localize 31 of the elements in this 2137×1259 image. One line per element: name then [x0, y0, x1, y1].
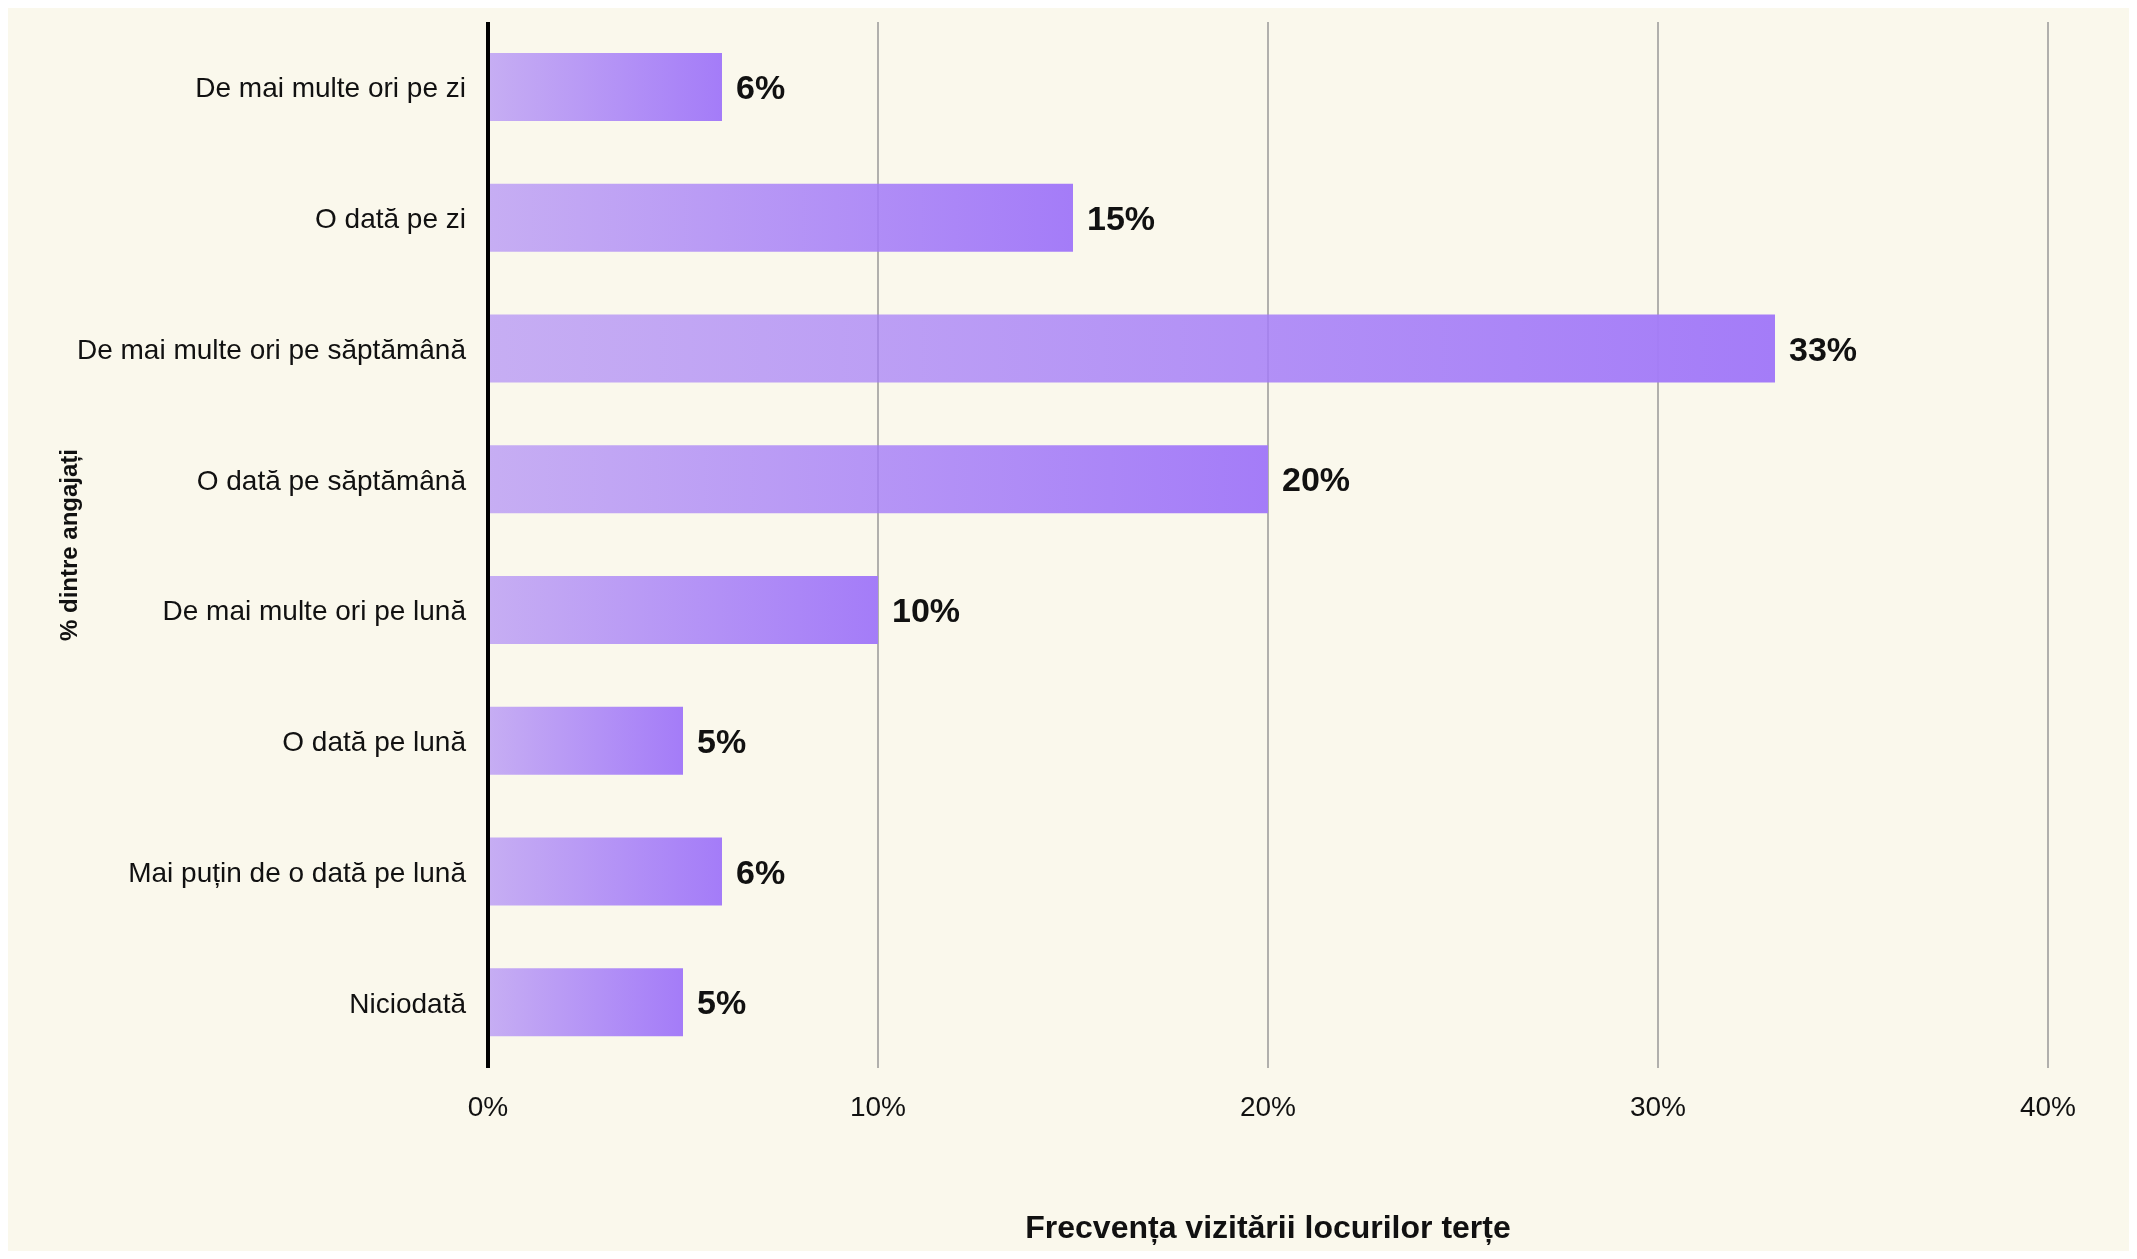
y-tick-label: O dată pe lună: [282, 726, 467, 758]
y-tick-label: Mai puțin de o dată pe lună: [128, 856, 467, 888]
bar: [488, 183, 1073, 252]
bar: [488, 837, 722, 906]
data-label: 10%: [892, 591, 961, 629]
y-axis-title: % dintre angajați: [54, 448, 83, 642]
y-tick-label: Niciodată: [349, 987, 467, 1019]
y-tick-label: De mai multe ori pe zi: [195, 72, 466, 104]
data-label: 5%: [697, 721, 747, 760]
x-tick-label: 30%: [1629, 1090, 1687, 1122]
y-tick-label: O dată pe zi: [315, 203, 466, 235]
y-tick-label: O dată pe săptămână: [196, 464, 467, 496]
bar: [488, 576, 878, 644]
bar: [488, 445, 1268, 514]
y-tick-label: De mai multe ori pe lună: [162, 595, 467, 627]
x-tick-label: 20%: [1239, 1090, 1297, 1122]
x-tick-label: 10%: [849, 1090, 907, 1122]
bar: [488, 706, 683, 775]
y-tick-label: De mai multe ori pe săptămână: [76, 333, 467, 365]
data-label: 5%: [697, 983, 747, 1022]
x-tick-label: 40%: [2019, 1090, 2077, 1122]
x-axis-title: Frecvența vizitării locurilor terțe: [1025, 1209, 1511, 1245]
data-label: 33%: [1789, 329, 1858, 368]
x-tick-label: 0%: [467, 1090, 509, 1122]
data-label: 20%: [1282, 460, 1351, 499]
bar: [488, 968, 683, 1037]
data-label: 15%: [1087, 198, 1156, 237]
data-label: 6%: [736, 852, 786, 891]
data-label: 6%: [736, 68, 786, 106]
bar: [488, 314, 1775, 383]
bar: [488, 53, 722, 121]
